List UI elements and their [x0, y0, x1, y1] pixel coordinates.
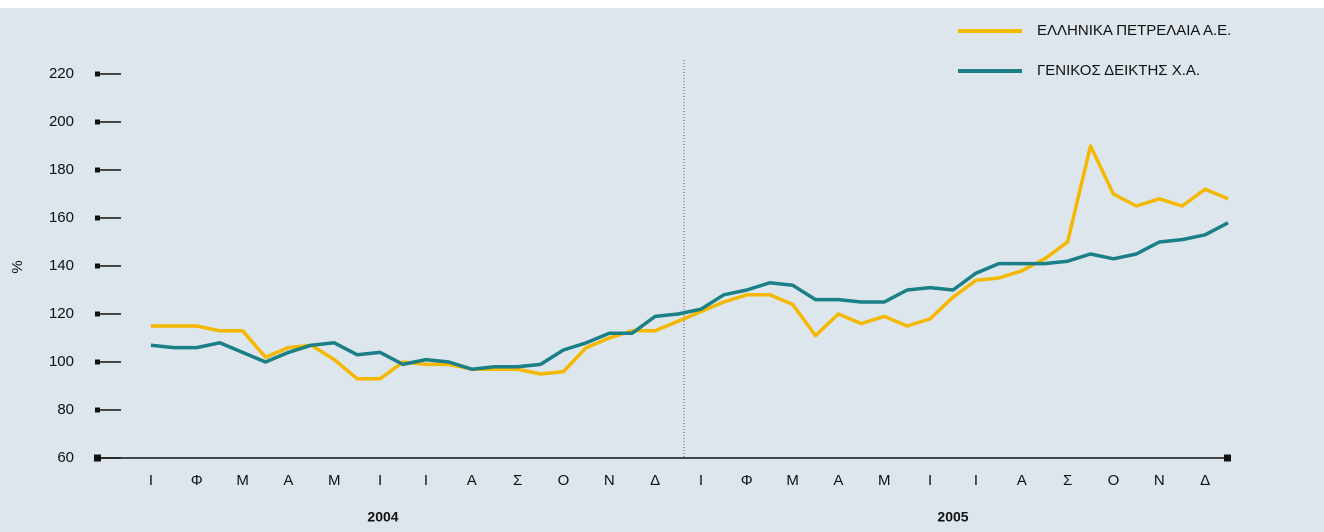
x-tick-label: Α: [283, 472, 293, 489]
x-tick-label: Α: [833, 472, 843, 489]
y-tick-label: 140: [49, 257, 74, 274]
y-tick-label: 220: [49, 65, 74, 82]
series-line: [150, 221, 1229, 371]
y-tick-label: 200: [49, 113, 74, 130]
x-tick-label: Ι: [974, 472, 978, 489]
y-tick-square: [95, 167, 100, 173]
x-tick-label: Α: [467, 472, 477, 489]
x-tick-label: Δ: [650, 472, 660, 489]
y-tick-label: 60: [57, 449, 74, 466]
x-tick-label: Ι: [928, 472, 932, 489]
x-tick-label: Μ: [878, 472, 891, 489]
x-tick-label: Α: [1017, 472, 1027, 489]
x-tick-label: Ν: [604, 472, 615, 489]
axis-end: [1224, 454, 1231, 462]
x-tick-label: Ν: [1154, 472, 1165, 489]
x-tick-label: Ι: [378, 472, 382, 489]
y-tick-label: 160: [49, 209, 74, 226]
x-tick-label: Μ: [328, 472, 341, 489]
y-tick-label: 100: [49, 353, 74, 370]
legend-label: ΕΛΛΗΝΙΚΑ ΠΕΤΡΕΛΑΙΑ Α.Ε.: [1037, 22, 1231, 39]
axis-end: [94, 454, 101, 462]
y-tick-square: [95, 119, 100, 125]
x-tick-label: Φ: [191, 472, 203, 489]
x-tick-label: Μ: [786, 472, 799, 489]
y-tick-square: [95, 359, 100, 365]
y-tick-label: 120: [49, 305, 74, 322]
group-label: 2005: [937, 509, 968, 525]
y-tick-square: [95, 407, 100, 413]
x-tick-label: Ι: [424, 472, 428, 489]
legend-label: ΓΕΝΙΚΟΣ ΔΕΙΚΤΗΣ Χ.Α.: [1037, 62, 1200, 79]
x-tick-label: Φ: [741, 472, 753, 489]
y-tick-square: [95, 71, 100, 77]
x-tick-label: Μ: [236, 472, 249, 489]
group-label: 2004: [367, 509, 398, 525]
x-tick-label: Δ: [1200, 472, 1210, 489]
chart-bg: [0, 8, 1324, 532]
x-tick-label: Ο: [558, 472, 570, 489]
x-tick-label: Σ: [1063, 472, 1072, 489]
series-line: [150, 144, 1229, 381]
y-tick-label: 80: [57, 401, 74, 418]
y-tick-square: [95, 215, 100, 221]
x-tick-label: Ι: [149, 472, 153, 489]
x-tick-label: Ο: [1108, 472, 1120, 489]
y-tick-square: [95, 311, 100, 317]
y-tick-label: 180: [49, 161, 74, 178]
y-tick-square: [95, 263, 100, 269]
y-axis-label: %: [9, 260, 26, 273]
x-tick-label: Ι: [699, 472, 703, 489]
x-tick-label: Σ: [513, 472, 522, 489]
